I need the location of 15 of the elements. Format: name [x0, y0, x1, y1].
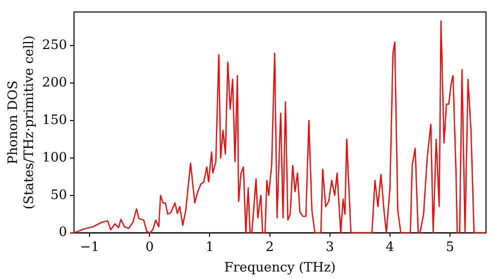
y-tick-label: 200 — [42, 75, 68, 90]
y-axis-title: Phonon DOS (States/THz·primitive cell) — [6, 35, 37, 210]
y-tick-label: 250 — [42, 38, 68, 54]
x-tick-label: 4 — [386, 240, 394, 255]
x-tick-label: 3 — [326, 240, 334, 255]
x-tick-label: 0 — [146, 240, 154, 255]
x-tick-label: 2 — [266, 240, 274, 255]
x-tick-label: 1 — [206, 240, 214, 255]
x-tick-label: −1 — [80, 240, 100, 255]
x-axis-title: Frequency (THz) — [224, 260, 336, 276]
y-tick-label: 100 — [42, 150, 68, 166]
y-tick-label: 50 — [50, 188, 68, 203]
y-tick-label: 150 — [42, 112, 68, 128]
y-tick-label: 0 — [58, 225, 68, 240]
x-tick-label: 5 — [446, 240, 454, 255]
